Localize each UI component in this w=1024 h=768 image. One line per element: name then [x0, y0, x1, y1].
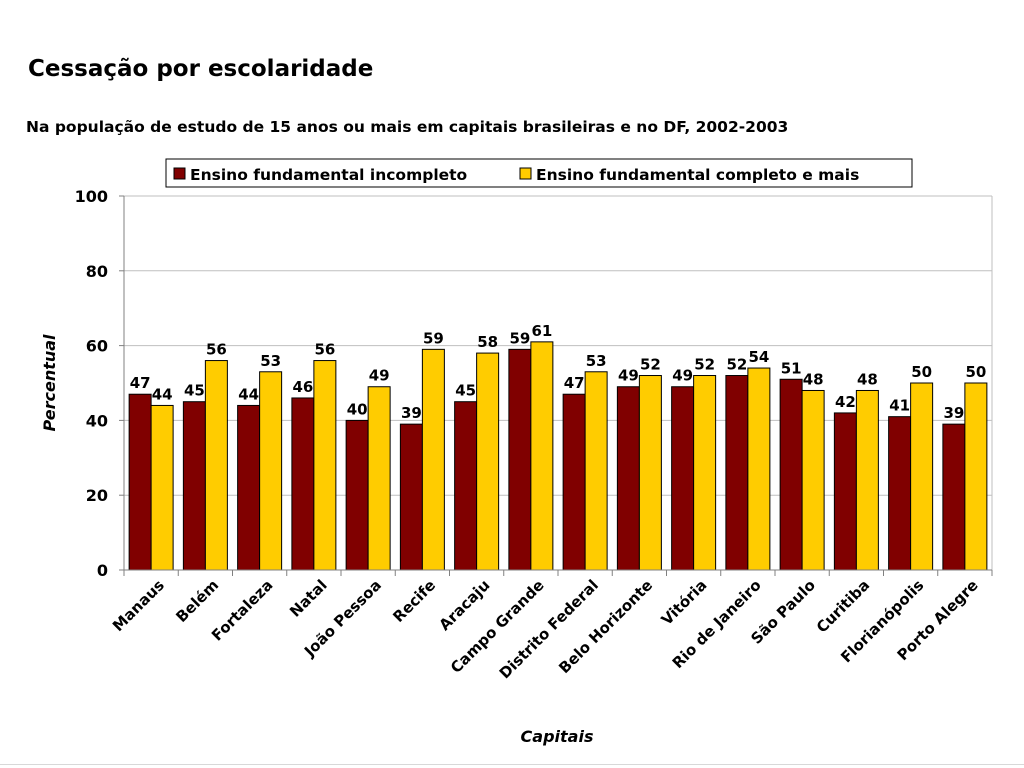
- data-label: 61: [531, 322, 552, 340]
- bar-series-2: [693, 375, 717, 571]
- data-label: 40: [347, 400, 368, 418]
- data-label: 45: [455, 382, 476, 400]
- bar-series-2: [584, 371, 608, 571]
- bar-series-1: [562, 393, 586, 571]
- bar-series-2: [747, 367, 771, 571]
- bar-series-1: [671, 386, 695, 571]
- data-label: 48: [857, 370, 878, 388]
- bar-series-2: [530, 341, 554, 571]
- legend-label-series-1: Ensino fundamental incompleto: [190, 166, 467, 184]
- bar-series-2: [313, 360, 337, 571]
- bar-series-2: [910, 382, 934, 571]
- data-label: 53: [586, 352, 607, 370]
- data-label: 39: [401, 404, 422, 422]
- data-label: 51: [781, 359, 802, 377]
- bar-series-1: [833, 412, 857, 571]
- bar-series-2: [964, 382, 988, 571]
- x-tick-label: Recife: [389, 576, 439, 626]
- y-tick-label: 20: [86, 486, 108, 505]
- y-tick-label: 60: [86, 337, 108, 356]
- bar-series-1: [508, 348, 532, 571]
- legend-label-series-2: Ensino fundamental completo e mais: [536, 166, 859, 184]
- bar-series-2: [150, 404, 174, 571]
- data-label: 42: [835, 393, 856, 411]
- bar-series-1: [345, 419, 369, 571]
- bar-series-1: [779, 378, 803, 571]
- bar-series-2: [421, 348, 445, 571]
- bar-series-1: [942, 423, 966, 571]
- data-label: 48: [803, 370, 824, 388]
- data-label: 50: [911, 363, 932, 381]
- legend: Ensino fundamental incompleto Ensino fun…: [165, 158, 913, 188]
- legend-swatch-series-1: [173, 167, 186, 180]
- data-label: 49: [618, 367, 639, 385]
- data-label: 52: [726, 356, 747, 374]
- y-tick-label: 0: [97, 561, 108, 580]
- bar-series-1: [128, 393, 152, 571]
- data-label: 52: [640, 356, 661, 374]
- data-label: 59: [509, 329, 530, 347]
- bar-series-2: [259, 371, 283, 571]
- data-label: 41: [889, 397, 910, 415]
- bar-series-1: [399, 423, 423, 571]
- x-tick-label: Belém: [172, 576, 222, 626]
- bottom-divider: [0, 764, 1024, 765]
- data-label: 50: [965, 363, 986, 381]
- data-label: 56: [206, 341, 227, 359]
- bar-series-2: [801, 389, 825, 571]
- data-label: 49: [672, 367, 693, 385]
- x-tick-label: Natal: [286, 576, 331, 621]
- bar-series-1: [725, 375, 749, 571]
- data-label: 46: [292, 378, 313, 396]
- bar-series-1: [888, 416, 912, 571]
- data-label: 56: [314, 341, 335, 359]
- y-tick-label: 40: [86, 411, 108, 430]
- data-label: 47: [130, 374, 151, 392]
- bar-series-2: [367, 386, 391, 571]
- legend-box: [165, 158, 913, 188]
- y-tick-label: 100: [75, 187, 108, 206]
- bar-series-1: [291, 397, 315, 571]
- x-tick-label: Campo Grande: [447, 576, 548, 677]
- x-tick-label: Belo Horizonte: [555, 576, 656, 677]
- bar-series-1: [182, 401, 206, 571]
- page-title: Cessação por escolaridade: [28, 56, 374, 82]
- bar-series-2: [204, 360, 228, 571]
- data-label: 54: [748, 348, 769, 366]
- data-label: 39: [943, 404, 964, 422]
- data-label: 47: [564, 374, 585, 392]
- data-label: 44: [238, 385, 259, 403]
- bars: [128, 341, 988, 571]
- bar-series-2: [855, 389, 879, 571]
- data-label: 44: [152, 385, 173, 403]
- data-label: 53: [260, 352, 281, 370]
- legend-swatch-series-2: [519, 167, 532, 180]
- bar-series-1: [237, 404, 261, 571]
- data-label: 59: [423, 329, 444, 347]
- x-axis-title: Capitais: [521, 727, 594, 746]
- data-label: 45: [184, 382, 205, 400]
- y-tick-label: 80: [86, 262, 108, 281]
- y-tick-labels: 0 20 40 60 80 100: [75, 187, 124, 580]
- data-label: 58: [477, 333, 498, 351]
- data-label: 52: [694, 356, 715, 374]
- page-subtitle: Na população de estudo de 15 anos ou mai…: [26, 118, 789, 136]
- bar-series-1: [616, 386, 640, 571]
- x-tick-label: Distrito Federal: [496, 576, 602, 682]
- y-axis-title: Percentual: [40, 334, 59, 432]
- x-tick-label: Vitória: [658, 576, 711, 629]
- bar-series-2: [476, 352, 500, 571]
- x-tick-label: Manaus: [109, 576, 168, 635]
- bar-series-2: [638, 375, 662, 571]
- bar-series-1: [454, 401, 478, 571]
- data-label: 49: [369, 367, 390, 385]
